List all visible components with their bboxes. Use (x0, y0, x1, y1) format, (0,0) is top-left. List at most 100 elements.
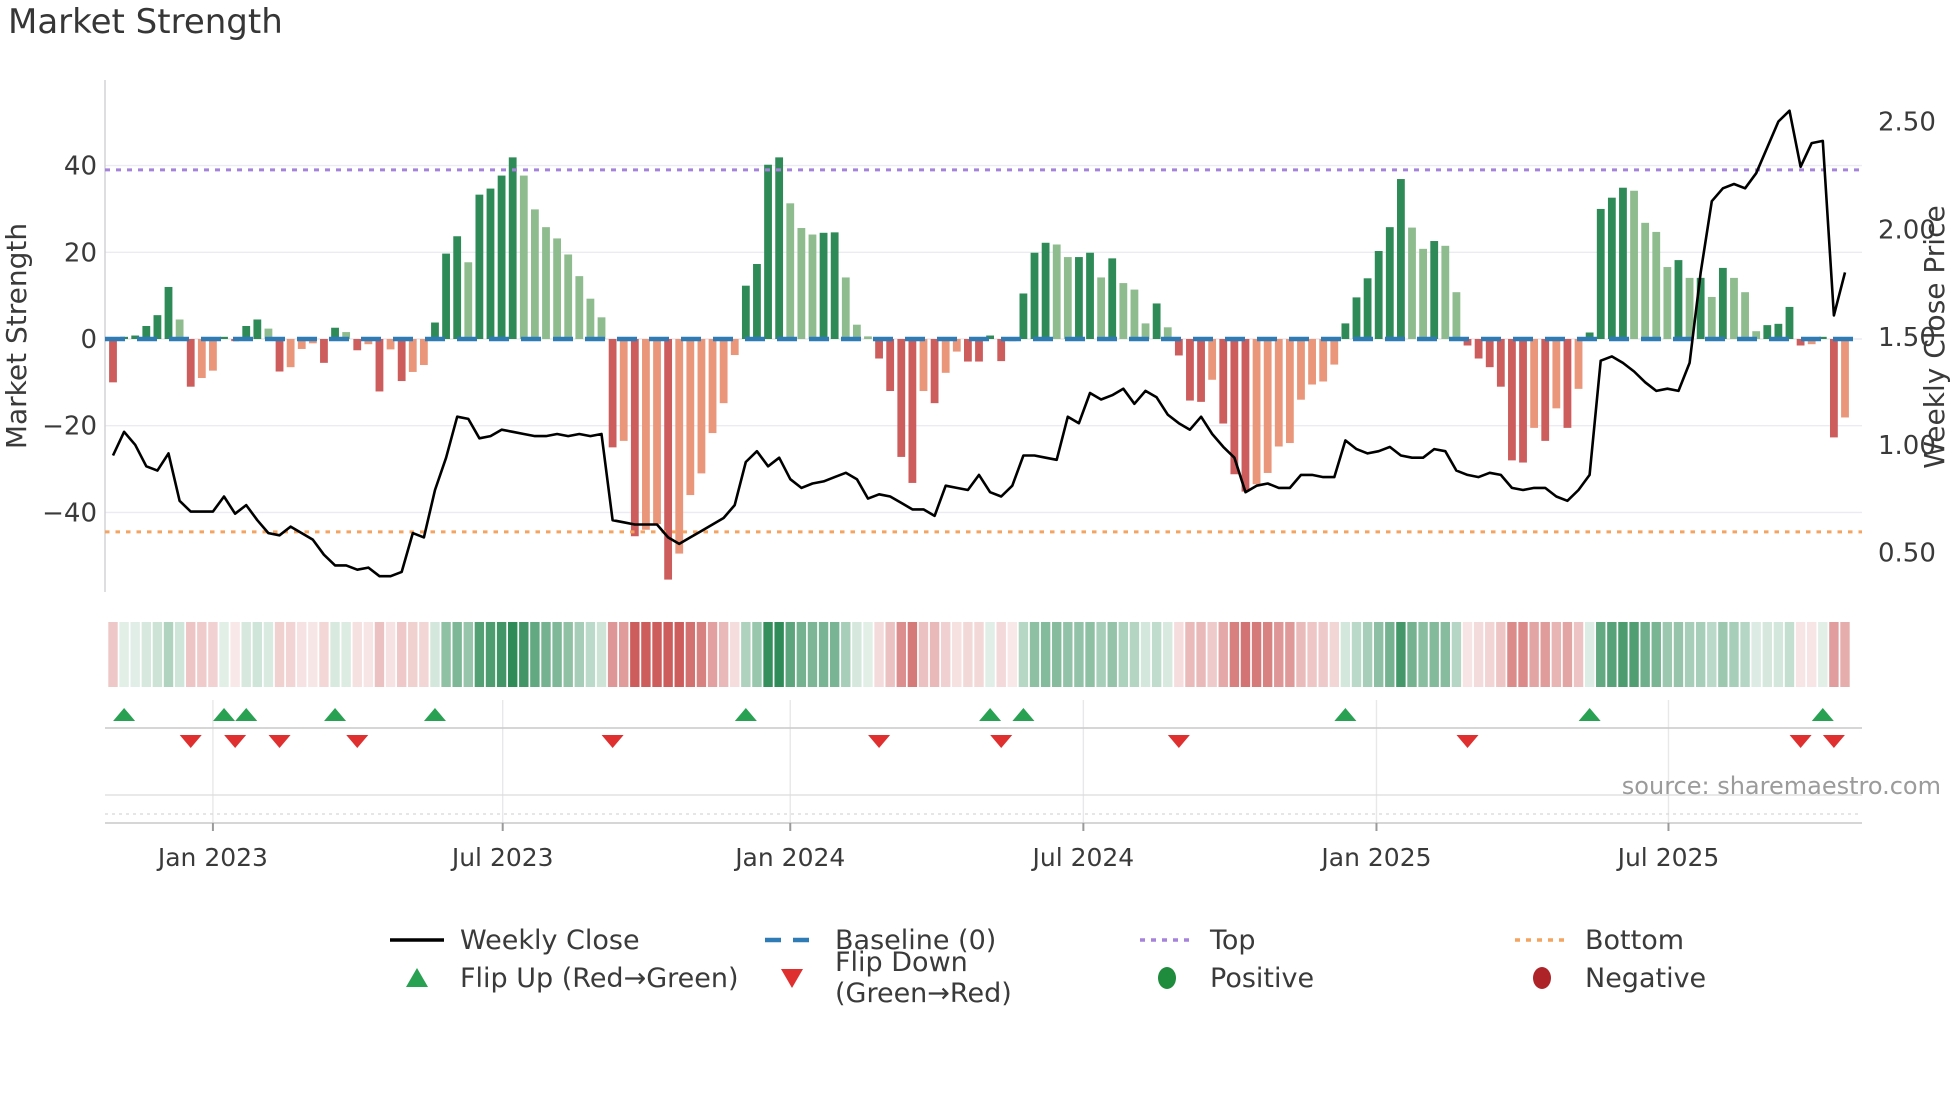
strength-bar (575, 276, 584, 339)
strength-bar (741, 285, 750, 339)
heatmap-cell (652, 622, 662, 687)
heatmap-cell (874, 622, 884, 687)
heatmap-cell (696, 622, 707, 687)
strength-bar (852, 324, 861, 339)
heatmap-cell (119, 622, 129, 687)
strength-bar (619, 339, 628, 441)
strength-bar (1441, 245, 1450, 339)
strength-bar (919, 339, 928, 392)
strength-bar (186, 339, 195, 387)
strength-bar (941, 339, 950, 373)
legend-label: Negative (1585, 962, 1707, 994)
strength-bar (786, 203, 795, 339)
x-tick-label: Jul 2024 (1030, 843, 1134, 872)
legend-row-1: Weekly Close Baseline (0) Top Bottom (388, 921, 1888, 959)
strength-bar (286, 339, 295, 368)
flip-down-marker-icon (990, 735, 1013, 748)
heatmap-cell (918, 622, 929, 687)
heatmap-cell (1085, 622, 1095, 687)
strength-bar (486, 188, 495, 339)
strength-bar (1674, 260, 1683, 339)
flip-up-marker-icon (1811, 708, 1834, 721)
heatmap-cell (1751, 622, 1761, 687)
strength-bar (1508, 339, 1516, 461)
heatmap-cell (763, 622, 773, 687)
y-left-tick-label: 40 (64, 152, 97, 182)
strength-bar (1552, 339, 1561, 409)
y-right-tick-label: 0.50 (1878, 539, 1936, 569)
flip-up-marker-icon (979, 708, 1002, 721)
heatmap-cell (385, 622, 396, 687)
strength-bar (453, 236, 462, 339)
heatmap-cell (1340, 622, 1351, 687)
heatmap-cell (1040, 622, 1051, 687)
strength-bar (175, 319, 184, 339)
heatmap-cell (1185, 622, 1195, 687)
heatmap-cell (1640, 622, 1650, 687)
y-left-tick-label: 0 (80, 325, 97, 355)
strength-bar (963, 339, 972, 362)
heatmap-cell (174, 622, 185, 687)
heatmap-cell (1773, 622, 1784, 687)
heatmap-cell (707, 622, 718, 687)
strength-bar (897, 339, 906, 457)
heatmap-cell (463, 622, 473, 687)
heatmap-cell (141, 622, 152, 687)
heatmap-cell (219, 622, 229, 687)
strength-bar (808, 234, 817, 339)
strength-bar (1363, 278, 1372, 339)
heatmap-cell (1740, 622, 1750, 687)
strength-bar (952, 339, 961, 352)
flip-down-triangle-icon (763, 963, 821, 993)
y-left-tick-label: 20 (64, 238, 97, 268)
heatmap-cell (396, 622, 407, 687)
flip-up-marker-icon (734, 708, 757, 721)
heatmap-cell (1285, 622, 1295, 687)
heatmap-cell (718, 622, 729, 687)
strength-bar (320, 339, 328, 363)
heatmap-cell (408, 622, 418, 687)
heatmap-cell (530, 622, 540, 687)
marker-panel (105, 700, 1862, 824)
strength-bar (997, 339, 1006, 362)
strength-bar (1297, 339, 1305, 400)
strength-bar (697, 339, 706, 474)
strength-bar (1108, 258, 1117, 339)
strength-bar (775, 157, 784, 339)
bottom-dotted-swatch-icon (1513, 925, 1571, 955)
heatmap-cell (663, 622, 673, 687)
heatmap-cell (208, 622, 218, 687)
strength-bar (986, 335, 995, 339)
strength-bar (675, 339, 684, 554)
heatmap-cell (674, 622, 684, 687)
strength-bar (819, 232, 828, 339)
strength-bar (530, 209, 539, 339)
strength-bar (1807, 339, 1816, 345)
strength-bar (1041, 242, 1050, 339)
heatmap-cell (1373, 622, 1384, 687)
strength-bar (719, 339, 728, 404)
heatmap-cell (485, 622, 496, 687)
strength-bar (1252, 339, 1261, 485)
strength-bar (1130, 289, 1139, 339)
strength-bar (1785, 306, 1794, 339)
heatmap-cell (1562, 622, 1573, 687)
flip-down-marker-icon (1822, 735, 1845, 748)
source-credit: source: sharemaestro.com (1621, 772, 1941, 800)
axis-labels: 40 20 0 −20 −40 2.50 2.00 1.50 1.00 0.50 Jan 2023 J… (0, 108, 1951, 873)
strength-bar (1596, 208, 1605, 339)
strength-bar (664, 339, 673, 580)
strength-bar (908, 339, 917, 483)
heatmap-cell (1607, 622, 1617, 687)
flip-down-marker-icon (601, 735, 624, 748)
heatmap-cell (752, 622, 762, 687)
heatmap-cell (1673, 622, 1684, 687)
heatmap-cell (885, 622, 895, 687)
flip-up-marker-icon (113, 708, 136, 721)
heatmap-cell (1163, 622, 1173, 687)
heatmap-cell (1296, 622, 1306, 687)
strength-bar (841, 277, 850, 339)
heatmap-cell (1784, 622, 1795, 687)
heatmap-cell (519, 622, 529, 687)
